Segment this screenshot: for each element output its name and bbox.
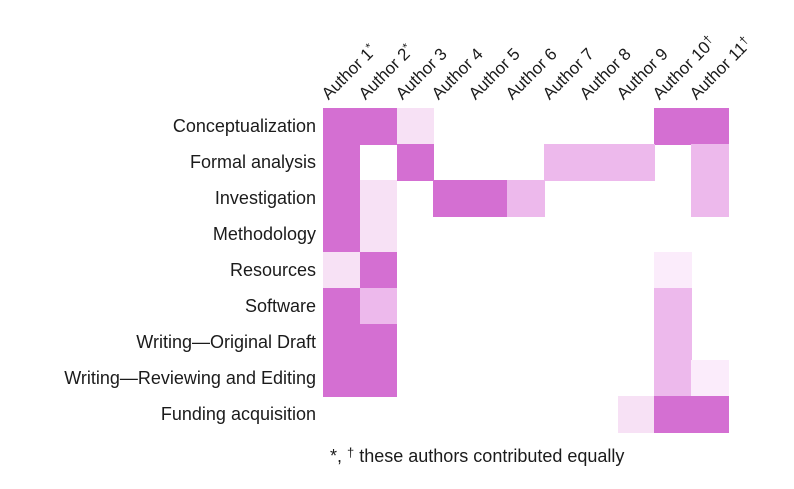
heatmap-cell bbox=[359, 288, 398, 325]
footnote-text: these authors contributed equally bbox=[354, 446, 625, 466]
heatmap-cell bbox=[691, 108, 729, 145]
heatmap-cell bbox=[654, 360, 692, 397]
heatmap-cell bbox=[654, 288, 692, 325]
heatmap-cell bbox=[396, 108, 435, 145]
row-label: Conceptualization bbox=[172, 116, 316, 136]
heatmap-cell bbox=[617, 396, 655, 433]
row-label: Writing—Original Draft bbox=[136, 332, 316, 352]
heatmap-cell bbox=[359, 360, 398, 397]
heatmap-cell bbox=[433, 180, 471, 217]
heatmap-cell bbox=[359, 216, 398, 253]
heatmap-cell bbox=[396, 144, 435, 181]
heatmap-cell bbox=[654, 252, 692, 289]
heatmap-cell bbox=[617, 144, 655, 181]
heatmap-cell bbox=[507, 180, 545, 217]
footnote: *, † these authors contributed equally bbox=[330, 446, 624, 467]
heatmap-cell bbox=[323, 216, 361, 253]
heatmap-cell bbox=[323, 108, 361, 145]
heatmap-cell bbox=[691, 360, 729, 397]
row-label: Resources bbox=[229, 260, 316, 280]
row-label: Formal analysis bbox=[189, 152, 316, 172]
footnote-star: *, bbox=[330, 446, 348, 466]
heatmap-cell bbox=[323, 288, 361, 325]
heatmap-cell bbox=[691, 144, 729, 181]
heatmap-cell bbox=[323, 252, 361, 289]
row-label: Funding acquisition bbox=[160, 404, 316, 424]
heatmap-cell bbox=[359, 324, 398, 361]
heatmap-cell bbox=[323, 360, 361, 397]
heatmap-cell bbox=[654, 108, 692, 145]
heatmap-cell bbox=[359, 180, 398, 217]
heatmap-cell bbox=[691, 180, 729, 217]
heatmap-cell bbox=[470, 180, 508, 217]
heatmap-cell bbox=[654, 396, 692, 433]
heatmap-cell bbox=[323, 324, 361, 361]
heatmap-cell bbox=[359, 252, 398, 289]
heatmap-cell bbox=[691, 396, 729, 433]
heatmap-cell bbox=[654, 324, 692, 361]
contribution-heatmap bbox=[323, 108, 729, 433]
row-label: Methodology bbox=[212, 224, 316, 244]
heatmap-cell bbox=[543, 144, 582, 181]
row-label: Software bbox=[244, 296, 316, 316]
heatmap-cell bbox=[359, 108, 398, 145]
row-label: Investigation bbox=[214, 188, 316, 208]
footnote-dagger-icon: † bbox=[347, 445, 355, 460]
row-label: Writing—Reviewing and Editing bbox=[64, 368, 316, 388]
heatmap-cell bbox=[323, 144, 361, 181]
heatmap-cell bbox=[323, 180, 361, 217]
heatmap-cell bbox=[580, 144, 619, 181]
